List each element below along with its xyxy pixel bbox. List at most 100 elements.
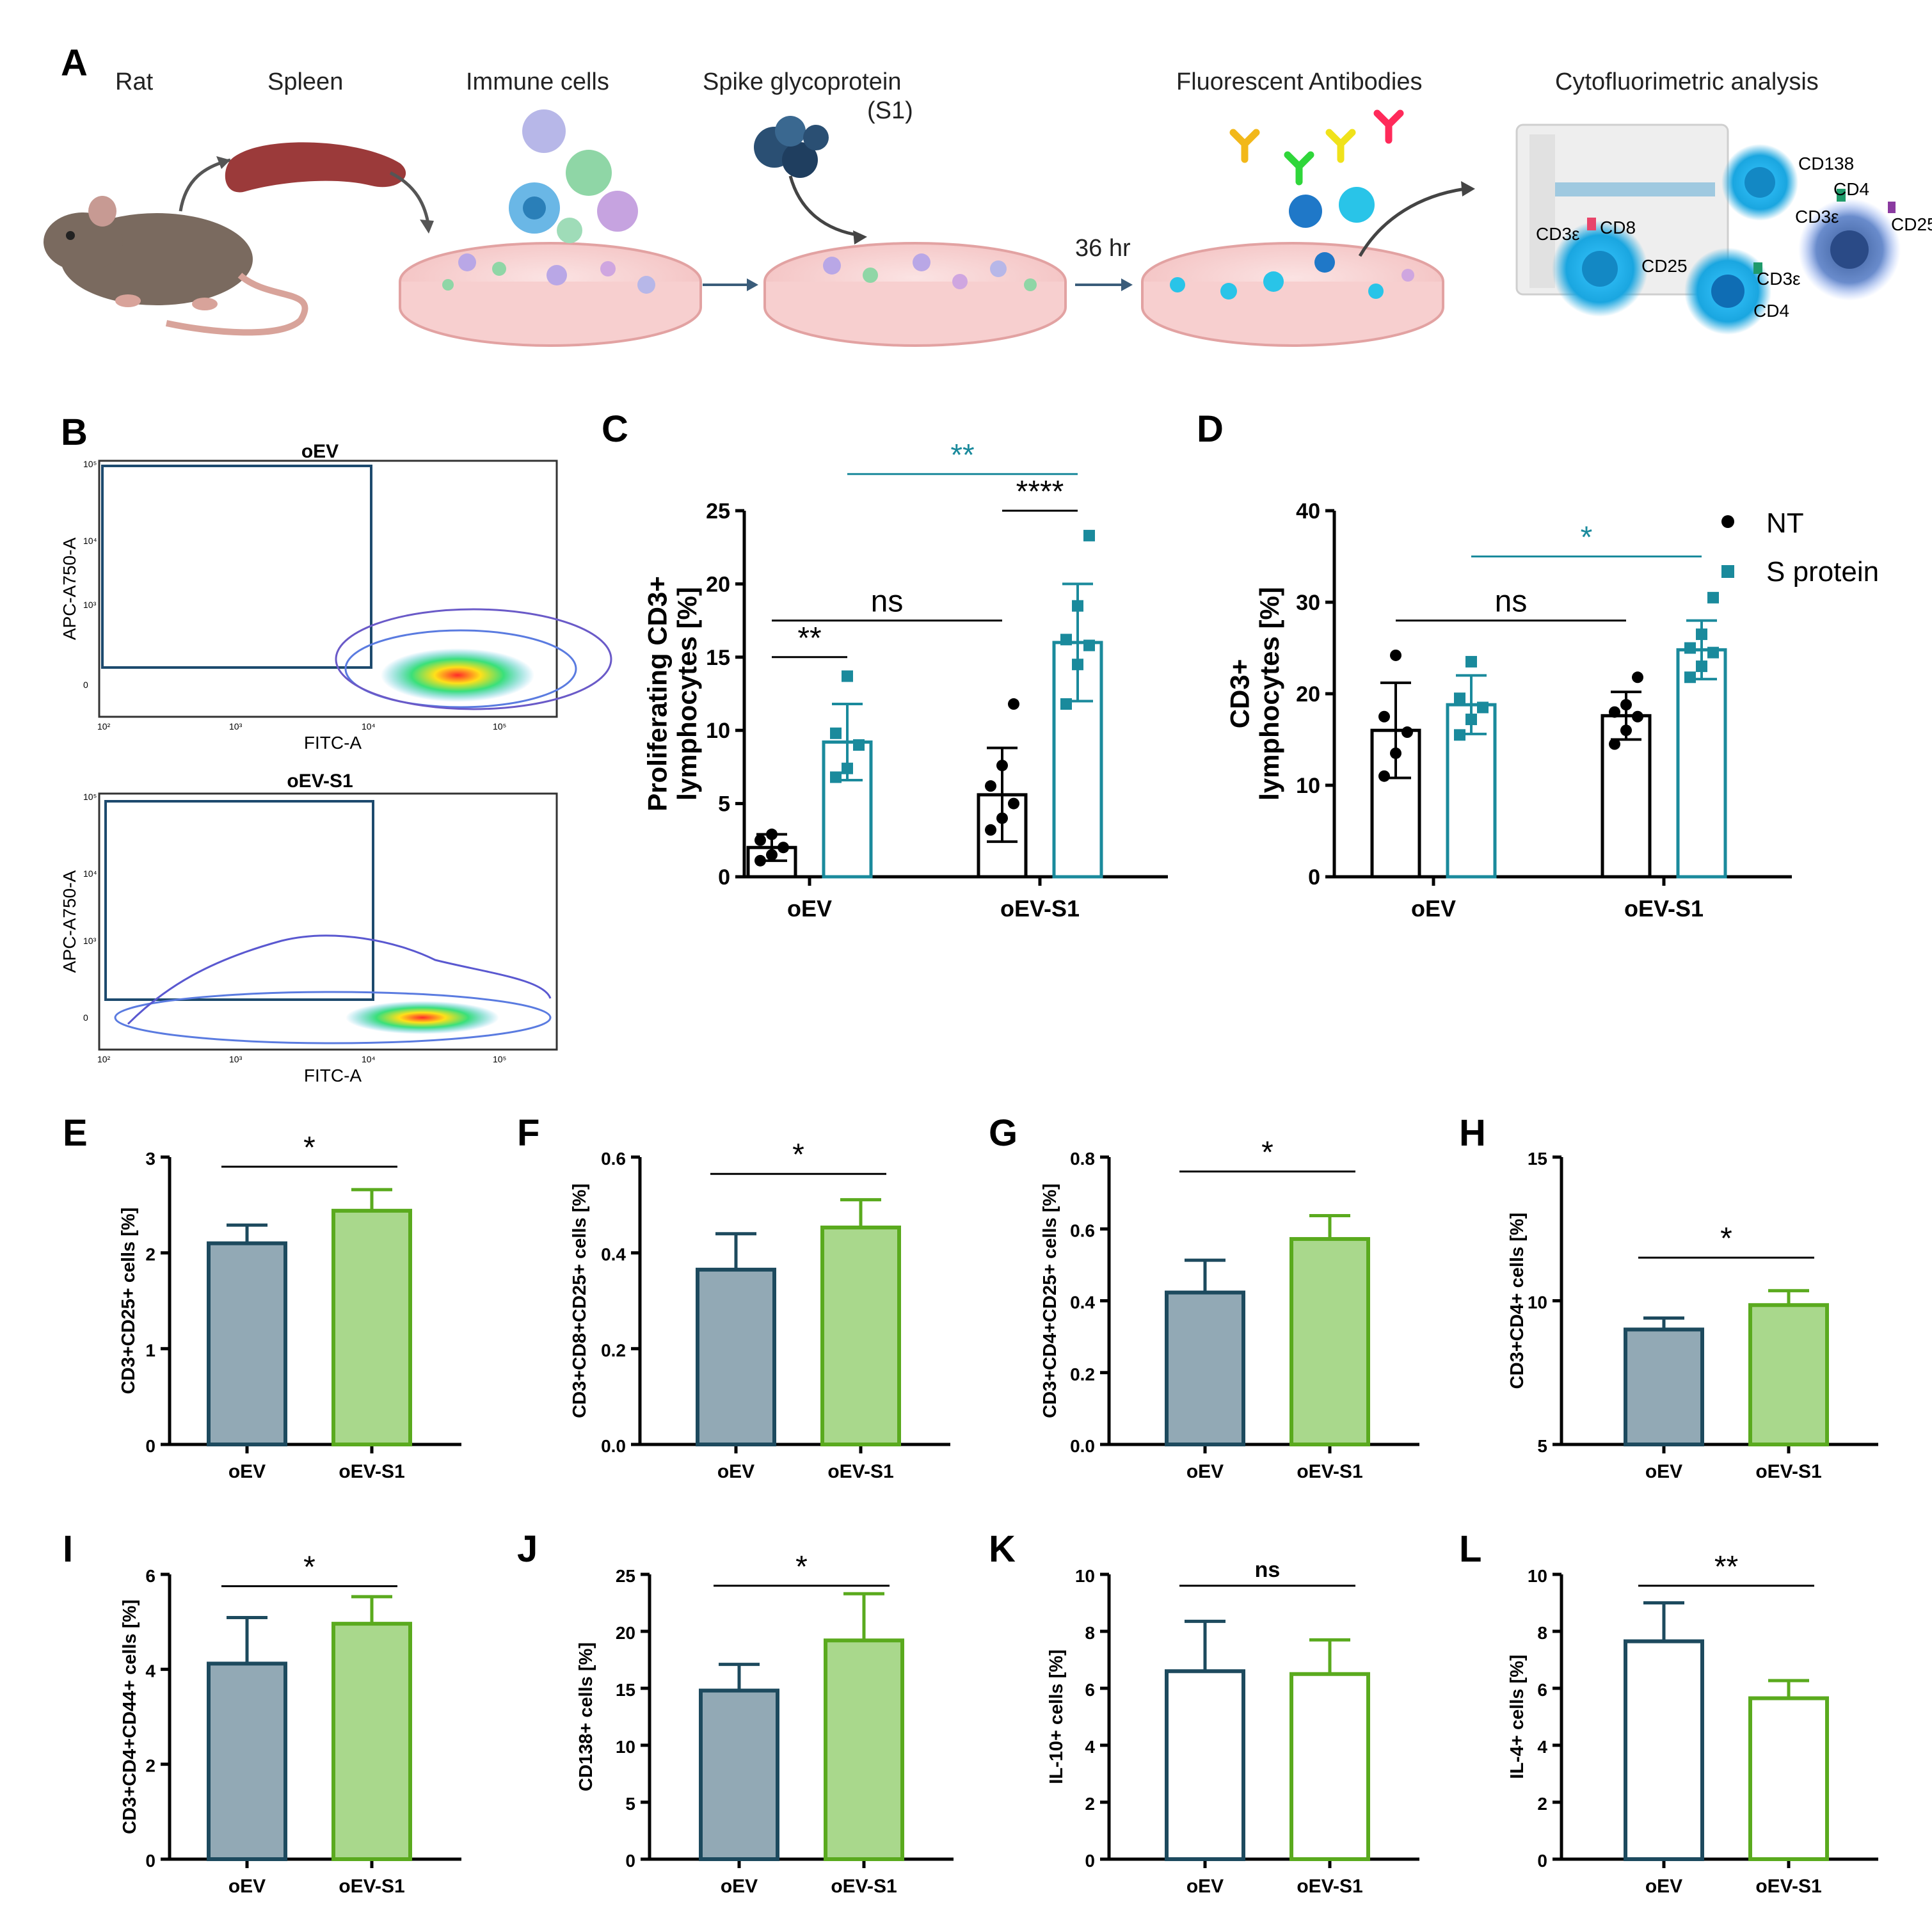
bar-h-oev-s1 [1748,1303,1829,1446]
antibodies-illustration [1229,109,1404,228]
data-point-c-s [830,727,842,739]
y-tick-label-j: 5 [625,1794,635,1814]
y-tick-label-i: 4 [145,1661,156,1681]
x-tick-label-j: oEV-S1 [831,1876,897,1897]
flow-oev-ytick-0: 10⁵ [83,459,97,469]
panel-e-label: E [63,1112,88,1154]
bar-l-oev [1624,1639,1704,1861]
y-tick-label-f: 0.2 [601,1340,626,1360]
y-axis-label-line2-c: lymphocytes [%] [672,587,702,801]
bar-i-oev [207,1661,287,1862]
y-tick-label-c: 0 [718,865,730,890]
x-tick-label-h: oEV-S1 [1755,1461,1821,1482]
y-axis-label-line1-c: Proliferating CD3+ [643,576,673,812]
dish-immune-cells [399,109,702,347]
flow-gate-oev-s1 [104,800,374,1001]
step-spike-label: Spike glycoprotein [703,68,902,95]
y-tick-label-f: 0.4 [601,1245,626,1265]
legend: NT S protein [1721,508,1879,588]
data-point-c-s [1072,659,1083,671]
bar-e-oev-s1 [331,1208,412,1447]
bar-g-oev-s1 [1289,1236,1370,1446]
bar-l-oev-s1 [1748,1696,1829,1861]
sig-label-f: * [792,1138,804,1172]
y-tick-label-d: 0 [1308,865,1320,890]
panel-h-label: H [1459,1112,1486,1154]
y-axis-label-j: CD138+ cells [%] [576,1642,596,1791]
x-tick-label-k: oEV-S1 [1297,1876,1362,1897]
chart-panel-g: G 0.0 0.2 0.4 0.6 0.8 CD3+CD4+CD25+ cells [%] o… [989,1112,1419,1482]
flow-s1-xtick-0: 10² [97,1054,111,1064]
y-tick-label-l: 4 [1537,1737,1547,1757]
marker-label-5: CD3ε [1536,224,1580,244]
step-cytometry-label: Cytofluorimetric analysis [1555,68,1819,95]
y-tick-label-g: 0.4 [1070,1293,1095,1313]
data-point-c-nt [766,828,778,840]
y-tick-label-l: 6 [1537,1680,1547,1700]
y-tick-label-k: 6 [1085,1680,1095,1700]
y-tick-label-k: 8 [1085,1623,1095,1643]
data-point-c-s [830,771,842,783]
marker-label-6: CD8 [1600,218,1636,237]
legend-s-marker [1721,565,1734,578]
spike-protein-illustration [754,116,829,178]
flow-s1-xtick-3: 10⁵ [493,1054,506,1064]
flow-oev-xtick-0: 10² [97,721,111,732]
y-tick-label-i: 2 [145,1756,156,1776]
sig-label-c: ns [871,585,904,619]
bar-e-oev [207,1241,287,1446]
data-point-c-nt [766,849,778,861]
y-axis-label-line2-d: lymphocytes [%] [1254,587,1284,801]
y-axis-label-h: CD3+CD4+ cells [%] [1507,1213,1528,1389]
y-tick-label-f: 0.6 [601,1149,626,1169]
chart-panel-h: H 5 10 15 CD3+CD4+ cells [%] oEV oEV-S1 * [1459,1112,1878,1482]
data-point-d-nt [1390,649,1401,661]
data-point-d-s [1477,701,1489,714]
sig-label-d: ns [1495,585,1528,619]
y-tick-label-k: 4 [1085,1737,1095,1757]
y-axis-label-line1-d: CD3+ [1225,659,1255,729]
panel-a: A Rat Spleen Immune cells Spike glycopro… [44,42,1932,347]
rat-illustration [44,196,308,336]
chart-panel-c: C 0 5 10 15 20 25 Proliferating CD3+lymphocytes… [602,408,1168,922]
y-tick-label-d: 20 [1296,682,1320,707]
y-tick-label-c: 20 [706,572,730,596]
data-point-c-s [1083,639,1095,652]
sig-label-g: * [1261,1135,1273,1169]
panel-f-label: F [517,1112,539,1154]
y-tick-label-j: 10 [616,1737,635,1757]
x-tick-label-c: oEV-S1 [1000,895,1080,922]
panel-g-label: G [989,1112,1018,1154]
y-tick-label-g: 0.6 [1070,1220,1095,1240]
sig-label-e: * [303,1131,315,1165]
chart-panel-j: J 0 5 10 15 20 25 CD138+ cells [%] oEV oEV-S1 * [517,1528,954,1897]
x-tick-label-f: oEV [717,1461,754,1482]
x-tick-label-f: oEV-S1 [827,1461,893,1482]
y-axis-label-d: CD3+lymphocytes [%] [1225,587,1284,801]
marker-label-1: CD138 [1798,154,1854,173]
step-rat-label: Rat [115,68,154,95]
dish-stained [1141,242,1444,347]
flow-contour-oev [381,648,534,702]
flow-plot-oev: oEV FITC-A APC-A750-A 10² 10³ 10⁴ 10⁵ 10… [60,441,612,753]
data-point-c-s [842,762,853,774]
data-point-d-nt [1632,710,1643,723]
y-tick-label-e: 0 [145,1436,156,1456]
flow-s1-xtick-1: 10³ [229,1054,243,1064]
x-tick-label-h: oEV [1645,1461,1682,1482]
panel-i-label: I [63,1528,73,1570]
spleen-illustration [225,142,406,193]
flow-oev-xtick-3: 10⁵ [493,721,506,732]
marker-label-8: CD3ε [1757,269,1801,289]
marker-label-7: CD25 [1641,256,1688,276]
y-tick-label-k: 0 [1085,1851,1095,1871]
y-tick-label-i: 6 [145,1566,156,1586]
y-tick-label-e: 2 [145,1245,156,1265]
data-point-d-nt [1401,726,1413,739]
chart-panel-e: E 0 1 2 3 CD3+CD25+ cells [%] oEV oEV-S1 * [63,1112,461,1482]
bar-j-oev [699,1688,779,1862]
bar-g-oev [1165,1290,1245,1447]
bar-f-oev-s1 [820,1226,901,1446]
